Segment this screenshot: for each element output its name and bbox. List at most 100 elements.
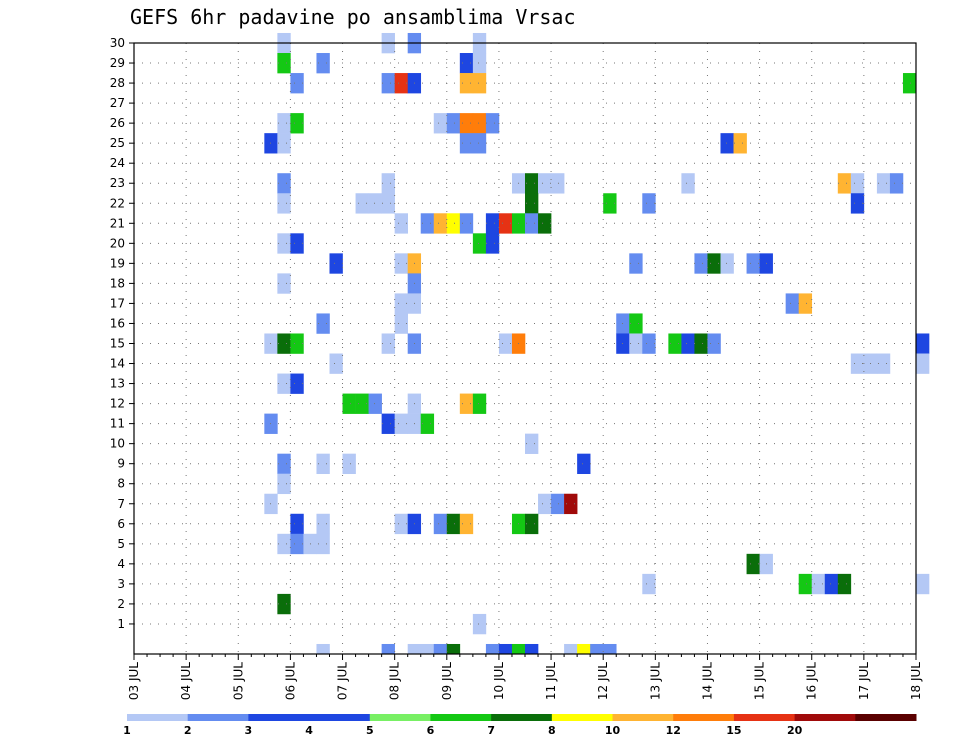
heatmap-cell (746, 553, 760, 575)
legend-label: 7 (487, 724, 495, 737)
legend-label: 4 (305, 724, 313, 737)
heatmap-cell (485, 643, 500, 654)
heatmap-cell (564, 493, 578, 515)
heatmap-cell (916, 333, 930, 354)
heatmap-cell (459, 113, 474, 134)
heatmap-cell (316, 533, 330, 555)
heatmap-cell (876, 353, 891, 374)
heatmap-cell (733, 133, 747, 154)
y-tick-label: 8 (117, 477, 125, 491)
y-tick-label: 14 (110, 357, 125, 371)
legend-label: 20 (787, 724, 803, 737)
x-tick-label: 13 JUL (648, 662, 662, 700)
x-tick-label: 16 JUL (805, 662, 819, 700)
heatmap-cell (720, 253, 734, 274)
heatmap-cell (368, 393, 382, 414)
heatmap-cell (472, 133, 487, 154)
heatmap-cell (876, 173, 891, 194)
x-tick-label: 15 JUL (753, 662, 767, 700)
heatmap-cell (850, 173, 865, 194)
heatmap-cell (316, 643, 330, 654)
y-tick-label: 13 (110, 377, 125, 391)
x-tick-label: 17 JUL (857, 662, 871, 700)
heatmap-cell (420, 213, 435, 234)
heatmap-cell (472, 113, 487, 134)
y-tick-label: 6 (117, 517, 125, 531)
y-tick-label: 24 (110, 156, 125, 170)
legend-label: 2 (184, 724, 192, 737)
x-tick-label: 12 JUL (596, 662, 610, 700)
legend-label: 15 (726, 724, 741, 737)
x-tick-label: 07 JUL (336, 662, 350, 700)
heatmap-cell (342, 393, 356, 414)
heatmap-cell (381, 73, 395, 94)
y-tick-label: 3 (117, 577, 125, 591)
legend-label: 5 (366, 724, 374, 737)
heatmap-cell (824, 573, 839, 595)
heatmap-cell (433, 513, 448, 535)
heatmap-cell (785, 293, 799, 314)
heatmap-cell (394, 213, 408, 234)
y-tick-label: 26 (110, 116, 125, 130)
heatmap-cell (603, 643, 617, 654)
heatmap-cell (811, 573, 826, 595)
heatmap-cell (277, 453, 291, 475)
heatmap-cell (316, 513, 330, 535)
chart-title: GEFS 6hr padavine po ansamblima Vrsac (130, 5, 576, 29)
legend-swatch (127, 714, 189, 721)
heatmap-cell (694, 333, 708, 354)
heatmap-cell (446, 643, 461, 654)
x-tick-label: 18 JUL (909, 662, 923, 700)
heatmap-cell (798, 293, 813, 314)
legend-swatch (369, 714, 431, 721)
heatmap-cell (850, 193, 865, 214)
heatmap-cell (290, 113, 304, 134)
y-tick-label: 25 (110, 136, 125, 150)
legend-swatch (794, 714, 856, 721)
heatmap-cell (889, 173, 904, 194)
heatmap-cell (290, 233, 304, 254)
heatmap-cell (277, 593, 291, 615)
heatmap-cell (551, 173, 565, 194)
heatmap-cell (525, 513, 539, 535)
heatmap-cell (277, 473, 291, 495)
heatmap-cell (642, 573, 656, 595)
heatmap-cell (433, 213, 448, 234)
heatmap-cell (707, 253, 721, 274)
y-tick-label: 9 (117, 457, 125, 471)
heatmap-cell (277, 173, 291, 194)
heatmap-cell (525, 433, 539, 454)
heatmap-cell (603, 193, 617, 214)
heatmap-cell (798, 573, 813, 595)
y-tick-label: 4 (117, 557, 125, 571)
heatmap-cell (681, 333, 695, 354)
heatmap-cell (329, 353, 343, 374)
heatmap-cell (277, 133, 291, 154)
heatmap-cell (342, 453, 356, 475)
legend-swatch (248, 714, 310, 721)
heatmap-cell (381, 413, 395, 434)
x-tick-label: 04 JUL (179, 662, 193, 700)
x-tick-label: 06 JUL (283, 662, 297, 700)
x-tick-label: 05 JUL (231, 662, 245, 700)
y-tick-label: 20 (110, 236, 125, 250)
heatmap-cell (694, 253, 708, 274)
heatmap-cell (381, 173, 395, 194)
y-tick-label: 11 (110, 417, 125, 431)
heatmap-cell (472, 393, 487, 414)
x-tick-label: 11 JUL (544, 662, 558, 700)
x-tick-label: 03 JUL (127, 662, 141, 700)
heatmap-cell (668, 333, 682, 354)
y-tick-label: 5 (117, 537, 125, 551)
legend-swatch (551, 714, 614, 721)
legend-swatch (491, 714, 553, 721)
heatmap-cell (472, 73, 487, 94)
y-tick-label: 27 (110, 96, 125, 110)
x-tick-label: 08 JUL (388, 662, 402, 700)
heatmap-cell (551, 493, 565, 515)
heatmap-cell (720, 133, 734, 154)
heatmap-cell (277, 233, 291, 254)
heatmap-cell (525, 193, 539, 214)
y-tick-label: 18 (110, 276, 125, 290)
